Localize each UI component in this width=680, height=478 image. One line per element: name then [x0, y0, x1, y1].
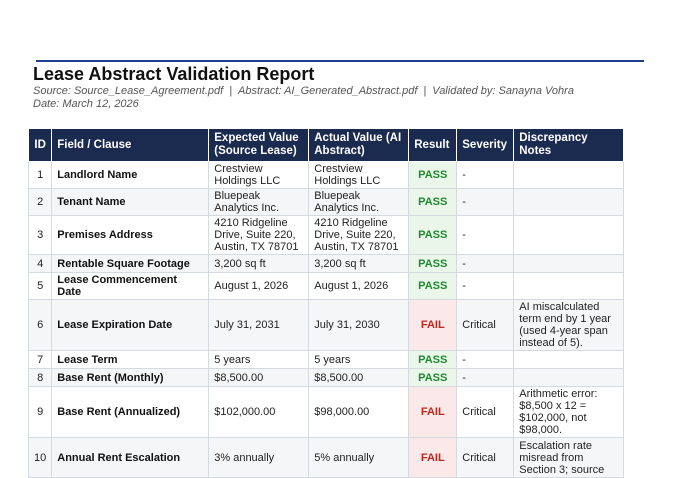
cell-expected: 3% annually: [208, 437, 310, 478]
cell-result: PASS: [408, 272, 458, 300]
cell-severity: Critical: [456, 386, 515, 438]
cell-result: PASS: [408, 188, 458, 216]
cell-field: Landlord Name: [51, 161, 210, 189]
cell-actual: $8,500.00: [308, 368, 410, 387]
cell-field: Annual Rent Escalation: [51, 437, 210, 478]
cell-id: 10: [27, 437, 53, 478]
cell-expected: 5 years: [208, 350, 310, 369]
cell-actual: 5% annually: [308, 437, 410, 478]
cell-id: 8: [27, 368, 53, 387]
cell-result: FAIL: [408, 437, 458, 478]
cell-id: 7: [27, 350, 53, 369]
cell-severity: -: [456, 215, 515, 255]
cell-expected: August 1, 2026: [208, 272, 310, 300]
cell-expected: 3,200 sq ft: [208, 254, 310, 273]
cell-actual: Bluepeak Analytics Inc.: [308, 188, 410, 216]
cell-field: Lease Commencement Date: [51, 272, 210, 300]
cell-actual: 3,200 sq ft: [308, 254, 410, 273]
cell-notes: [513, 188, 625, 216]
meta-line-1: Source: Source_Lease_Agreement.pdf | Abstr…: [33, 85, 574, 98]
table-row: 8 Base Rent (Monthly) $8,500.00 $8,500.0…: [27, 368, 625, 387]
cell-result: FAIL: [408, 386, 458, 438]
cell-severity: -: [456, 272, 515, 300]
cell-result: PASS: [408, 368, 458, 387]
cell-actual: August 1, 2026: [308, 272, 410, 300]
validation-table: ID Field / Clause Expected Value (Source …: [27, 128, 625, 478]
col-header-field: Field / Clause: [51, 128, 210, 162]
table-row: 10 Annual Rent Escalation 3% annually 5%…: [27, 437, 625, 478]
meta-separator: |: [423, 85, 427, 97]
cell-result: PASS: [408, 254, 458, 273]
cell-actual: July 31, 2030: [308, 299, 410, 351]
cell-actual: Crestview Holdings LLC: [308, 161, 410, 189]
cell-field: Base Rent (Annualized): [51, 386, 210, 438]
col-header-actual: Actual Value (AI Abstract): [308, 128, 410, 162]
cell-result: PASS: [408, 350, 458, 369]
meta-validated-by: Validated by: Sanayna Vohra: [432, 85, 574, 97]
cell-id: 5: [27, 272, 53, 300]
cell-severity: -: [456, 161, 515, 189]
header-rule: [36, 60, 644, 62]
cell-id: 3: [27, 215, 53, 255]
cell-actual: $98,000.00: [308, 386, 410, 438]
cell-expected: $8,500.00: [208, 368, 310, 387]
report-meta: Source: Source_Lease_Agreement.pdf | Abstr…: [33, 85, 574, 111]
cell-severity: -: [456, 188, 515, 216]
cell-expected: Bluepeak Analytics Inc.: [208, 188, 310, 216]
cell-id: 4: [27, 254, 53, 273]
cell-result: FAIL: [408, 299, 458, 351]
table-row: 7 Lease Term 5 years 5 years PASS -: [27, 350, 625, 369]
meta-abstract: Abstract: AI_Generated_Abstract.pdf: [238, 85, 418, 97]
cell-notes: [513, 215, 625, 255]
cell-notes: [513, 161, 625, 189]
cell-notes: Arithmetic error: $8,500 x 12 = $102,000…: [513, 386, 625, 438]
col-header-notes: Discrepancy Notes: [513, 128, 625, 162]
cell-notes: [513, 368, 625, 387]
cell-severity: -: [456, 254, 515, 273]
cell-field: Tenant Name: [51, 188, 210, 216]
table-row: 3 Premises Address 4210 Ridgeline Drive,…: [27, 215, 625, 255]
table-row: 4 Rentable Square Footage 3,200 sq ft 3,…: [27, 254, 625, 273]
cell-id: 9: [27, 386, 53, 438]
table-row: 9 Base Rent (Annualized) $102,000.00 $98…: [27, 386, 625, 438]
cell-expected: July 31, 2031: [208, 299, 310, 351]
cell-severity: -: [456, 350, 515, 369]
cell-expected: Crestview Holdings LLC: [208, 161, 310, 189]
cell-notes: [513, 272, 625, 300]
cell-field: Rentable Square Footage: [51, 254, 210, 273]
cell-id: 6: [27, 299, 53, 351]
cell-severity: Critical: [456, 299, 515, 351]
cell-actual: 5 years: [308, 350, 410, 369]
cell-notes: Escalation rate misread from Section 3; …: [513, 437, 625, 478]
table-row: 2 Tenant Name Bluepeak Analytics Inc. Bl…: [27, 188, 625, 216]
meta-source: Source: Source_Lease_Agreement.pdf: [33, 85, 224, 97]
cell-notes: [513, 254, 625, 273]
cell-field: Premises Address: [51, 215, 210, 255]
cell-notes: AI miscalculated term end by 1 year (use…: [513, 299, 625, 351]
cell-severity: Critical: [456, 437, 515, 478]
col-header-result: Result: [408, 128, 458, 162]
cell-result: PASS: [408, 161, 458, 189]
cell-field: Lease Expiration Date: [51, 299, 210, 351]
cell-id: 2: [27, 188, 53, 216]
meta-date: Date: March 12, 2026: [33, 98, 139, 110]
cell-expected: 4210 Ridgeline Drive, Suite 220, Austin,…: [208, 215, 310, 255]
table-row: 1 Landlord Name Crestview Holdings LLC C…: [27, 161, 625, 189]
table-row: 6 Lease Expiration Date July 31, 2031 Ju…: [27, 299, 625, 351]
report-title: Lease Abstract Validation Report: [33, 64, 315, 84]
cell-severity: -: [456, 368, 515, 387]
col-header-severity: Severity: [456, 128, 515, 162]
table-row: 5 Lease Commencement Date August 1, 2026…: [27, 272, 625, 300]
cell-notes: [513, 350, 625, 369]
cell-field: Lease Term: [51, 350, 210, 369]
cell-actual: 4210 Ridgeline Drive, Suite 220, Austin,…: [308, 215, 410, 255]
table-header-row: ID Field / Clause Expected Value (Source …: [27, 128, 625, 162]
cell-expected: $102,000.00: [208, 386, 310, 438]
col-header-id: ID: [27, 128, 53, 162]
meta-separator: |: [229, 85, 233, 97]
cell-result: PASS: [408, 215, 458, 255]
cell-id: 1: [27, 161, 53, 189]
col-header-expected: Expected Value (Source Lease): [208, 128, 310, 162]
cell-field: Base Rent (Monthly): [51, 368, 210, 387]
